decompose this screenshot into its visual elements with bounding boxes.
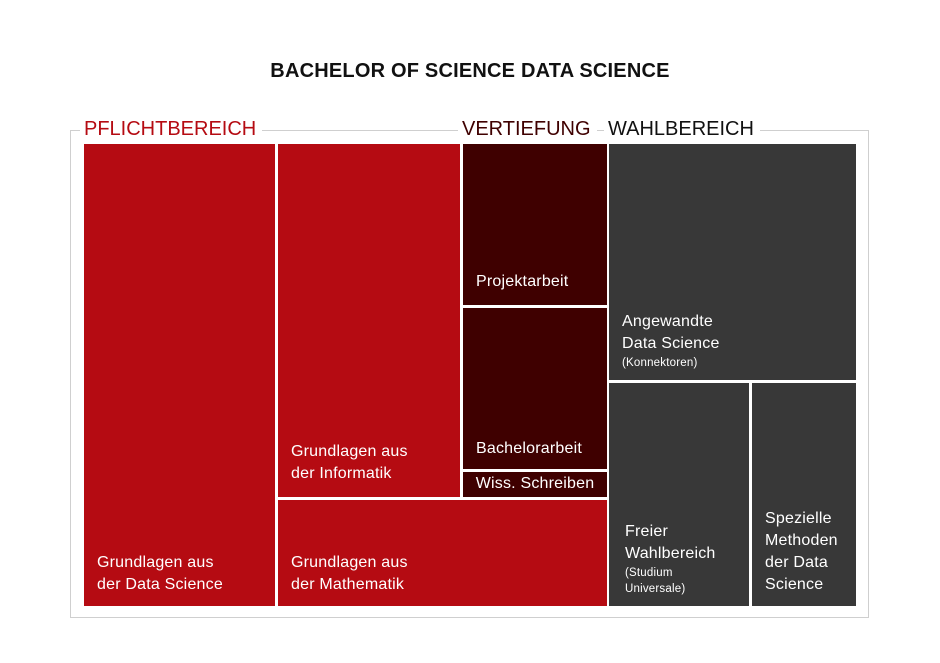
block-label: Grundlagen aus der Data Science [97,552,223,596]
label-line: Wahlbereich [625,545,716,562]
section-label-vertiefung: VERTIEFUNG [458,116,597,142]
block-label: Wiss. Schreiben [475,475,595,492]
label-line: Methoden [765,532,838,549]
label-line: Spezielle [765,510,832,527]
block-label: Freier Wahlbereich (Studium Universale) [625,521,716,597]
label-line: der Mathematik [291,576,405,593]
block-angewandte-data-science: Angewandte Data Science (Konnektoren) [609,144,856,380]
block-label: Spezielle Methoden der Data Science [765,508,838,596]
label-line: Grundlagen aus [291,554,408,571]
label-subtext: (Studium [625,567,673,579]
label-line: Grundlagen aus [291,443,408,460]
block-label: Projektarbeit [476,273,569,290]
block-freier-wahlbereich: Freier Wahlbereich (Studium Universale) [609,383,749,606]
block-bachelorarbeit: Bachelorarbeit [463,308,607,469]
label-line: der Data Science [97,576,223,593]
block-label: Bachelorarbeit [476,440,582,457]
diagram-title: BACHELOR OF SCIENCE DATA SCIENCE [270,60,670,82]
label-line: Science [765,576,824,593]
label-line: Angewandte [622,313,713,330]
section-label-pflichtbereich: PFLICHTBEREICH [80,116,263,142]
block-grundlagen-mathematik: Grundlagen aus der Mathematik [278,500,607,606]
label-line: der Data [765,554,828,571]
label-line: Data Science [622,335,720,352]
block-grundlagen-data-science: Grundlagen aus der Data Science [84,144,275,606]
block-wiss-schreiben: Wiss. Schreiben [463,472,607,497]
block-spezielle-methoden: Spezielle Methoden der Data Science [752,383,856,606]
block-label: Angewandte Data Science (Konnektoren) [622,311,720,371]
label-subtext: Universale) [625,583,686,595]
section-label-wahlbereich: WAHLBEREICH [604,116,760,142]
block-label: Grundlagen aus der Informatik [291,441,408,485]
block-projektarbeit: Projektarbeit [463,144,607,305]
label-line: Freier [625,523,668,540]
label-subtext: (Konnektoren) [622,357,698,369]
label-line: der Informatik [291,465,392,482]
block-label: Grundlagen aus der Mathematik [291,552,408,596]
block-grundlagen-informatik: Grundlagen aus der Informatik [278,144,460,497]
label-line: Grundlagen aus [97,554,214,571]
